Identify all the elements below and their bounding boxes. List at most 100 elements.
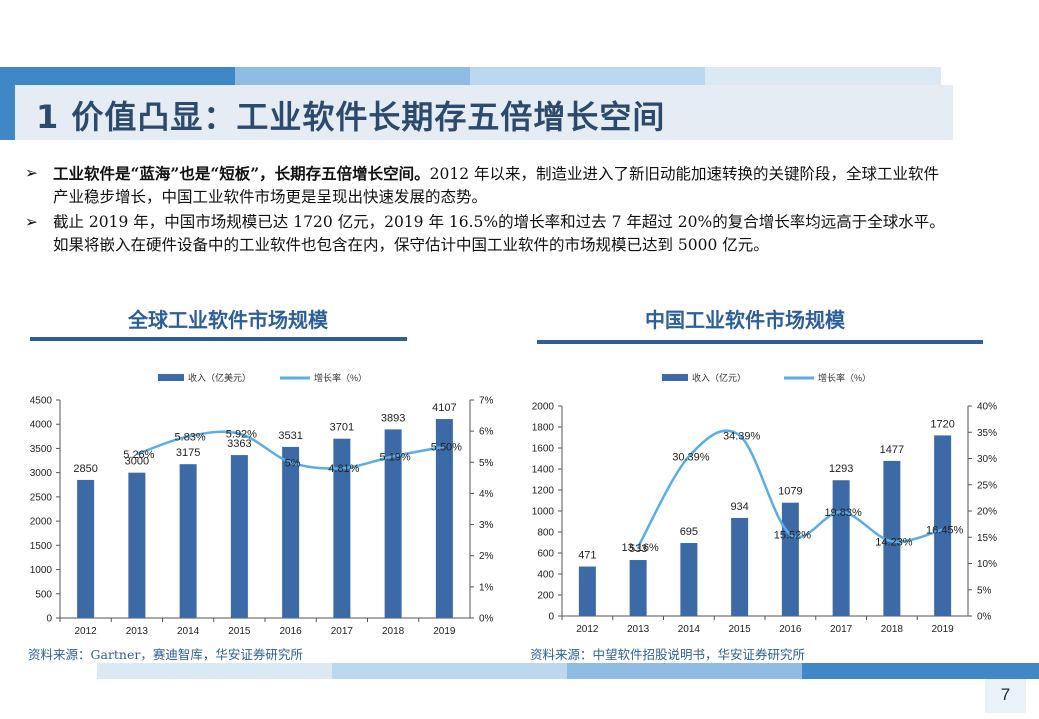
bar — [680, 543, 698, 616]
y-tick-label: 200 — [537, 591, 554, 602]
bar — [934, 435, 952, 616]
title-banner — [15, 85, 953, 140]
bar — [731, 517, 749, 616]
y-tick-label: 4000 — [30, 420, 53, 431]
y-tick-label: 4500 — [30, 396, 53, 407]
bottom-color-band — [97, 663, 1039, 679]
page-number-box — [985, 679, 1026, 713]
y2-tick-label: 4% — [479, 489, 494, 500]
growth-rate-label: 14.23% — [875, 536, 913, 548]
legend-bar-swatch — [662, 374, 688, 381]
x-tick-label: 2018 — [881, 624, 904, 635]
y2-tick-label: 0% — [479, 614, 494, 625]
y2-tick-label: 30% — [977, 454, 997, 465]
arrow-bullet-icon: ➢ — [25, 213, 38, 231]
growth-rate-label: 34.39% — [723, 430, 761, 442]
bar-value-label: 3363 — [227, 438, 251, 450]
x-tick-label: 2017 — [830, 624, 853, 635]
page-title: 1 价值凸显：工业软件长期存五倍增长空间 — [36, 98, 666, 136]
china-chart-rule — [537, 340, 983, 344]
y2-tick-label: 7% — [479, 396, 494, 407]
x-tick-label: 2019 — [932, 624, 955, 635]
growth-rate-label: 16.45% — [926, 525, 964, 537]
band-segment-1 — [0, 67, 235, 85]
band-segment-4 — [802, 663, 1039, 679]
y-tick-label: 1000 — [30, 565, 53, 576]
bar — [435, 419, 453, 618]
legend-bar-label: 收入（亿元） — [692, 372, 746, 383]
y-tick-label: 1000 — [532, 507, 555, 518]
band-segment-3 — [567, 663, 802, 679]
bar-value-label: 3701 — [330, 422, 354, 434]
growth-rate-label: 13.16% — [621, 542, 659, 554]
y-tick-label: 800 — [537, 528, 554, 539]
bullet-bold-lead: 工业软件是“蓝海”也是“短板”，长期存五倍增长空间。 — [53, 164, 430, 183]
top-color-band — [0, 67, 941, 85]
bar-value-label: 2850 — [73, 463, 97, 475]
bar-value-label: 695 — [680, 526, 698, 538]
y2-tick-label: 6% — [479, 427, 494, 438]
bullet-text: 截止 2019 年，中国市场规模已达 1720 亿元，2019 年 16.5%的… — [53, 211, 945, 257]
bar-value-label: 533 — [629, 543, 647, 555]
global-software-market-chart: 收入（亿美元） 增长率（%） 0 500 1000 1500 2000 2500 3000 350… — [30, 372, 494, 637]
global-chart-title: 全球工业软件市场规模 — [128, 308, 328, 332]
y-tick-label: 2000 — [30, 517, 53, 528]
growth-rate-line — [637, 429, 943, 548]
band-segment-3 — [470, 67, 705, 85]
y-tick-label: 1500 — [30, 541, 53, 552]
bar — [384, 429, 402, 618]
x-tick-label: 2013 — [627, 624, 650, 635]
bar — [282, 446, 300, 618]
y-tick-label: 1400 — [532, 465, 555, 476]
y-tick-label: 1800 — [532, 423, 555, 434]
bar-value-label: 1477 — [880, 444, 904, 456]
bullet-text: 工业软件是“蓝海”也是“短板”，长期存五倍增长空间。2012 年以来，制造业进入… — [53, 162, 945, 209]
y2-tick-label: 15% — [977, 533, 997, 544]
arrow-bullet-icon: ➢ — [25, 164, 38, 182]
bullet-body: 截止 2019 年，中国市场规模已达 1720 亿元，2019 年 16.5%的… — [53, 213, 945, 254]
x-tick-label: 2012 — [576, 624, 599, 635]
y2-tick-label: 5% — [479, 458, 494, 469]
bullet-list: ➢ 工业软件是“蓝海”也是“短板”，长期存五倍增长空间。2012 年以来，制造业… — [25, 162, 945, 259]
china-software-market-chart: 收入（亿元） 增长率（%） 0 200 400 600 800 1000 1200 1400 160… — [532, 372, 997, 635]
y2-tick-label: 35% — [977, 428, 997, 439]
bar-value-label: 3531 — [278, 430, 302, 442]
bar-value-label: 3175 — [176, 447, 200, 459]
y-tick-label: 3000 — [30, 468, 53, 479]
bar-value-label: 3000 — [125, 456, 149, 468]
x-tick-label: 2014 — [177, 626, 200, 637]
bar — [128, 472, 146, 618]
y-tick-label: 3500 — [30, 444, 53, 455]
bar — [578, 566, 596, 616]
bar — [230, 455, 248, 618]
bar — [832, 480, 850, 616]
growth-rate-label: 5.26% — [123, 449, 154, 461]
y2-tick-label: 0% — [977, 612, 992, 623]
china-chart-title: 中国工业软件市场规模 — [645, 308, 845, 332]
legend-line-label: 增长率（%） — [314, 372, 367, 383]
y2-tick-label: 3% — [479, 520, 494, 531]
x-tick-label: 2016 — [779, 624, 802, 635]
bar — [179, 464, 197, 618]
y-tick-label: 600 — [537, 549, 554, 560]
bar-value-label: 4107 — [432, 402, 456, 414]
x-tick-label: 2019 — [433, 626, 456, 637]
bullet-item: ➢ 截止 2019 年，中国市场规模已达 1720 亿元，2019 年 16.5… — [25, 211, 945, 257]
y2-tick-label: 20% — [977, 507, 997, 518]
growth-rate-label: 15.52% — [774, 530, 812, 542]
y-tick-label: 2000 — [532, 402, 555, 413]
y-tick-label: 1600 — [532, 444, 555, 455]
bar — [781, 502, 799, 616]
title-accent-bar — [0, 85, 15, 140]
bar-value-label: 934 — [730, 501, 748, 513]
y2-tick-label: 5% — [977, 585, 992, 596]
bar — [333, 438, 351, 618]
band-segment-2 — [332, 663, 567, 679]
legend-bar-swatch — [158, 374, 184, 381]
bar — [77, 479, 95, 618]
bar — [629, 560, 647, 616]
y2-tick-label: 1% — [479, 582, 494, 593]
x-tick-label: 2017 — [331, 626, 354, 637]
growth-rate-label: 5.50% — [431, 442, 462, 454]
x-tick-label: 2016 — [280, 626, 303, 637]
